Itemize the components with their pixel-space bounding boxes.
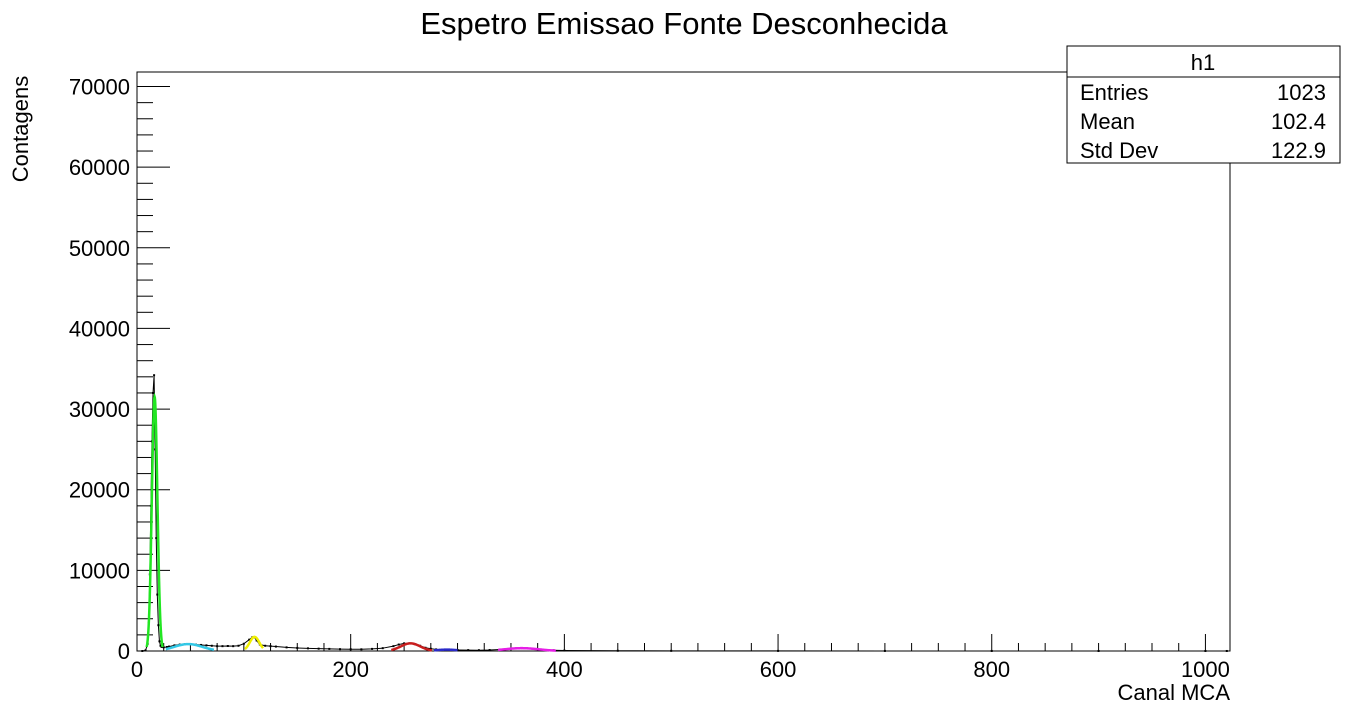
data-point [285,646,288,649]
stats-box: h1 Entries 1023 Mean 102.4 Std Dev 122.9 [1066,45,1341,164]
x-tick-label: 1000 [1181,657,1230,682]
data-point [397,643,400,646]
data-point [237,644,240,647]
data-point [152,391,155,394]
data-point [777,649,780,652]
data-point [216,645,219,648]
data-point [141,650,144,652]
data-series-line [142,375,1227,652]
data-point [467,649,470,652]
data-point [328,647,331,650]
x-tick-label: 600 [760,657,797,682]
stats-mean-value: 102.4 [1271,109,1326,134]
y-tick-label: 30000 [69,397,130,422]
data-point [165,645,168,648]
data-point [990,649,993,652]
data-point [477,649,480,652]
data-point [381,647,384,650]
stats-mean-label: Mean [1080,109,1135,134]
x-axis: 0 200 400 600 800 1000 [131,634,1230,682]
stats-stddev-value: 122.9 [1271,138,1326,163]
fit-curve [498,646,556,652]
stats-entries-value: 1023 [1277,80,1326,105]
data-point [210,644,213,647]
y-tick-label: 50000 [69,236,130,261]
data-point [221,645,224,648]
data-point [155,537,158,540]
data-point [168,645,171,648]
y-tick-label: 10000 [69,558,130,583]
y-tick-label: 40000 [69,316,130,341]
y-tick-label: 60000 [69,155,130,180]
data-point [205,644,208,647]
data-point [157,624,160,627]
y-tick-label: 0 [118,639,130,664]
data-point [429,647,432,650]
stats-box-title: h1 [1191,50,1215,75]
data-point [296,646,299,649]
data-point [403,642,406,645]
data-point [264,644,267,647]
plot-area [141,374,1228,652]
x-tick-label: 400 [546,657,583,682]
data-point [156,593,159,596]
data-point [670,649,673,652]
data-point [371,647,374,650]
data-point [349,648,352,651]
data-point [274,645,277,648]
x-tick-label: 200 [332,657,369,682]
data-point [144,649,147,652]
chart-title: Espetro Emissao Fonte Desconhecida [420,6,948,41]
data-point [200,643,203,646]
stats-box-frame [1066,45,1341,164]
y-axis-label: Contagens [8,76,33,182]
fit-curve [433,648,458,652]
y-axis: 0 10000 20000 30000 40000 50000 60000 70000 [69,75,170,664]
plot-frame [136,71,1231,652]
data-point [153,374,156,377]
data-point [226,645,229,647]
data-point [883,649,886,652]
y-tick-label: 20000 [69,478,130,503]
fit-curve [165,642,215,651]
data-point [616,649,619,652]
data-point [317,647,320,650]
data-point [1204,649,1207,652]
data-point [1225,649,1228,652]
data-point [306,647,309,650]
fit-curve [145,392,164,648]
data-point [392,645,395,648]
x-tick-label: 800 [973,657,1010,682]
data-point [269,645,272,648]
data-point [242,642,245,645]
data-point [1097,649,1100,652]
fit-curve [244,635,265,651]
x-axis-label: Canal MCA [1118,680,1231,705]
x-tick-label: 0 [131,657,143,682]
data-point [360,648,363,651]
data-point [563,649,566,652]
data-point [255,639,258,642]
y-tick-label: 70000 [69,75,130,100]
data-point [488,649,491,652]
data-point [173,644,176,647]
data-point [159,644,162,647]
data-point [158,640,161,643]
data-point [248,638,251,641]
fit-curve [391,642,433,652]
data-point [339,648,341,651]
stats-entries-label: Entries [1080,80,1148,105]
data-point [162,646,165,649]
data-point [232,645,235,648]
stats-stddev-label: Std Dev [1080,138,1158,163]
data-point [154,448,157,451]
